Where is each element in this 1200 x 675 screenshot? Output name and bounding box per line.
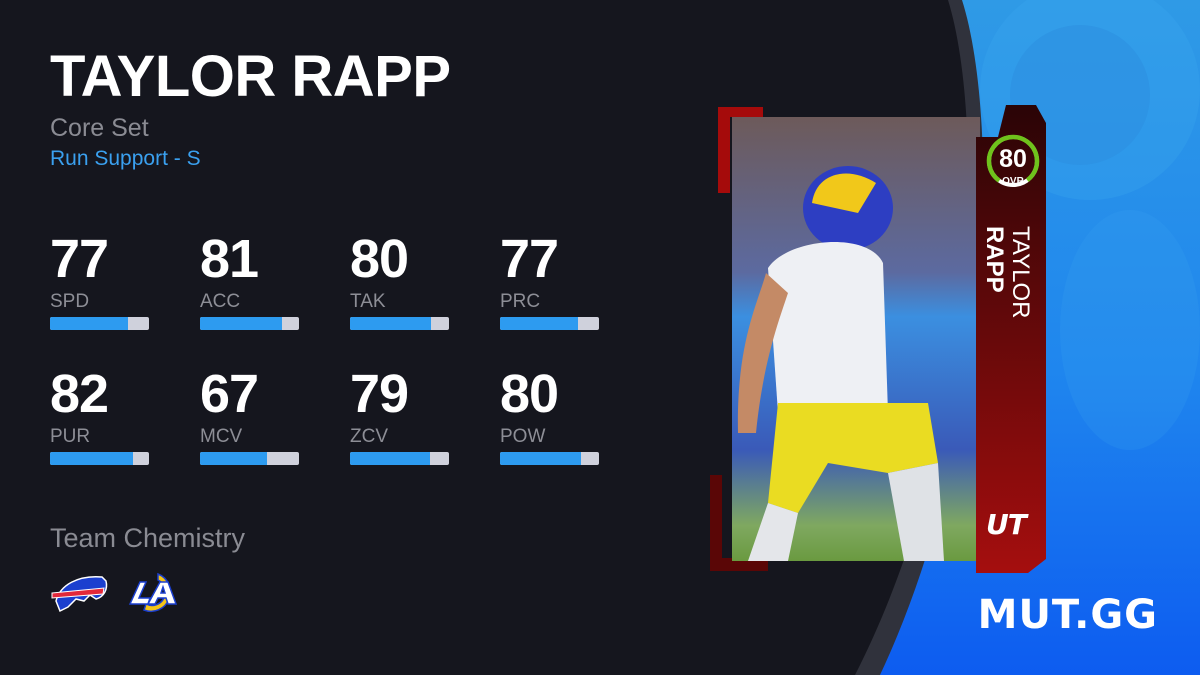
- stat-label: PRC: [500, 291, 541, 312]
- stat-value: 80: [500, 364, 559, 424]
- stat-value: 77: [50, 229, 109, 289]
- stat-acc: 81 ACC: [200, 232, 300, 330]
- stat-value: 82: [50, 364, 109, 424]
- player-card[interactable]: [708, 103, 1058, 573]
- stat-bar-fill: [350, 317, 432, 330]
- program-name: Core Set: [50, 114, 149, 142]
- stat-label: POW: [500, 426, 546, 447]
- stat-bar-fill: [500, 452, 582, 465]
- bills-logo-icon: [50, 571, 110, 618]
- stat-label: ZCV: [350, 426, 388, 447]
- stat-bar: [500, 317, 599, 330]
- ut-badge-icon: UT: [986, 508, 1027, 541]
- stat-value: 80: [350, 229, 409, 289]
- stat-pur: 82 PUR: [50, 367, 150, 465]
- rams-logo-icon: [124, 570, 182, 619]
- stat-prc: 77 PRC: [500, 232, 600, 330]
- stat-pow: 80 POW: [500, 367, 600, 465]
- stat-bar: [200, 452, 299, 465]
- stat-bar: [500, 452, 599, 465]
- team-chemistry-title: Team Chemistry: [50, 523, 246, 553]
- stat-label: MCV: [200, 426, 243, 447]
- stat-bar-fill: [350, 452, 431, 465]
- archetype-label: Run Support - S: [50, 147, 201, 170]
- stat-label: PUR: [50, 426, 91, 447]
- stat-bar-fill: [50, 317, 129, 330]
- stat-zcv: 79 ZCV: [350, 367, 450, 465]
- player-name: TAYLOR RAPP: [50, 44, 451, 109]
- stat-bar: [350, 452, 449, 465]
- stat-label: TAK: [350, 291, 386, 312]
- stat-bar-fill: [500, 317, 579, 330]
- stat-bar: [50, 317, 149, 330]
- team-chemistry-logos: [50, 570, 182, 619]
- mutgg-logo[interactable]: MUT.GG: [977, 592, 1158, 638]
- stat-bar: [200, 317, 299, 330]
- stat-label: ACC: [200, 291, 241, 312]
- stat-mcv: 67 MCV: [200, 367, 300, 465]
- card-last-name: RAPP: [981, 226, 1008, 293]
- stat-bar-fill: [200, 317, 283, 330]
- stat-value: 67: [200, 364, 259, 424]
- card-first-name: TAYLOR: [1007, 226, 1034, 319]
- stat-spd: 77 SPD: [50, 232, 150, 330]
- stat-bar-fill: [200, 452, 268, 465]
- stat-label: SPD: [50, 291, 90, 312]
- stat-bar: [350, 317, 449, 330]
- ovr-rating: 80: [999, 145, 1027, 173]
- stat-tak: 80 TAK: [350, 232, 450, 330]
- stat-bar: [50, 452, 149, 465]
- stat-value: 77: [500, 229, 559, 289]
- stat-bar-fill: [50, 452, 134, 465]
- stat-value: 79: [350, 364, 409, 424]
- stat-value: 81: [200, 229, 259, 289]
- ovr-label: OVR: [1002, 176, 1024, 187]
